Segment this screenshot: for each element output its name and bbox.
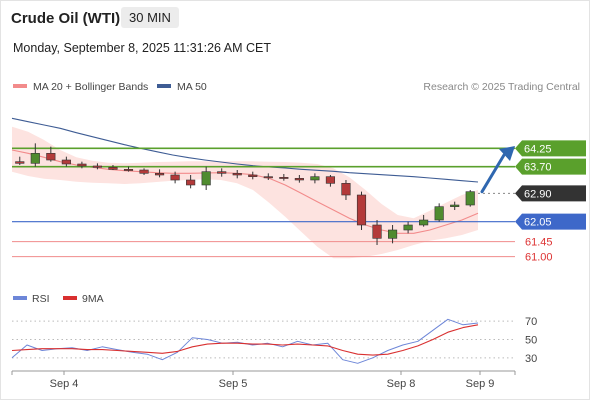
legend-label-9ma: 9MA (82, 293, 104, 305)
candle-body (30, 153, 40, 164)
watermark: Research © 2025 Trading Central (423, 81, 580, 93)
x-tick-label-2: Sep 8 (387, 378, 416, 390)
candle-body (325, 176, 336, 184)
candle-body (356, 194, 367, 226)
level-badge-64-25 (515, 140, 586, 157)
candle-body (419, 219, 429, 226)
x-tick-label-1: Sep 5 (219, 378, 248, 390)
level-label-62-05: 62.05 (524, 217, 552, 229)
instrument-title: Crude Oil (WTI) (11, 10, 121, 27)
candle-body (170, 174, 180, 181)
candle-body (263, 176, 273, 179)
candle-body (372, 224, 382, 239)
legend-swatch-ma20 (13, 84, 27, 88)
bollinger-band (12, 126, 478, 259)
rsi-tick-50: 50 (525, 335, 537, 347)
candle-body (248, 174, 258, 177)
rsi-line (11, 318, 479, 364)
forecast-arrow-head (499, 146, 515, 161)
candle-body (61, 159, 71, 165)
level-badge-62-05 (515, 213, 586, 230)
x-tick-label-3: Sep 9 (466, 378, 495, 390)
candle-body (465, 191, 475, 206)
timestamp: Monday, September 8, 2025 11:31:26 AM CE… (13, 41, 272, 55)
candle-body (217, 171, 227, 174)
candle-body (77, 163, 87, 167)
level-badge-63-70 (515, 158, 586, 175)
candle-body (92, 165, 103, 168)
legend-label-rsi: RSI (32, 293, 50, 305)
candle-body (279, 177, 289, 179)
x-tick-label-0: Sep 4 (50, 378, 79, 390)
rsi-tick-70: 70 (525, 316, 537, 328)
candle-body (434, 206, 444, 221)
level-badge-62-90 (515, 185, 586, 202)
level-label-64-25: 64.25 (524, 143, 552, 155)
rsi-9ma-line (11, 324, 479, 356)
candle-body (232, 173, 242, 176)
candle-body (341, 183, 351, 196)
legend-swatch-9ma (63, 296, 77, 300)
candle-body (186, 179, 196, 186)
level-label-63-70: 63.70 (524, 162, 552, 174)
level-label-62-90: 62.90 (524, 188, 552, 200)
legend-label-ma50: MA 50 (177, 81, 207, 93)
candle-body (46, 153, 56, 161)
legend-swatch-ma50 (157, 84, 171, 88)
candle-body (310, 176, 320, 181)
candle-body (201, 171, 211, 186)
legend-label-ma20: MA 20 + Bollinger Bands (33, 81, 148, 93)
candle-body (403, 224, 413, 231)
ma50-line (11, 117, 479, 183)
candle-body (15, 161, 25, 164)
timeframe-badge[interactable]: 30 MIN (121, 7, 179, 28)
chart-header: Crude Oil (WTI) 30 MIN (0, 0, 588, 36)
candle-body (108, 167, 118, 170)
legend-swatch-rsi (13, 296, 27, 300)
forecast-arrow-shaft (480, 153, 506, 194)
candle-body (294, 178, 304, 181)
level-label-61-00: 61.00 (525, 252, 553, 264)
candle-body (154, 173, 165, 176)
candle-body (139, 169, 149, 174)
candle-body (450, 204, 460, 207)
candle-body (123, 169, 134, 171)
level-label-61-45: 61.45 (525, 237, 553, 249)
candle-body (387, 229, 398, 239)
rsi-tick-30: 30 (525, 353, 537, 365)
